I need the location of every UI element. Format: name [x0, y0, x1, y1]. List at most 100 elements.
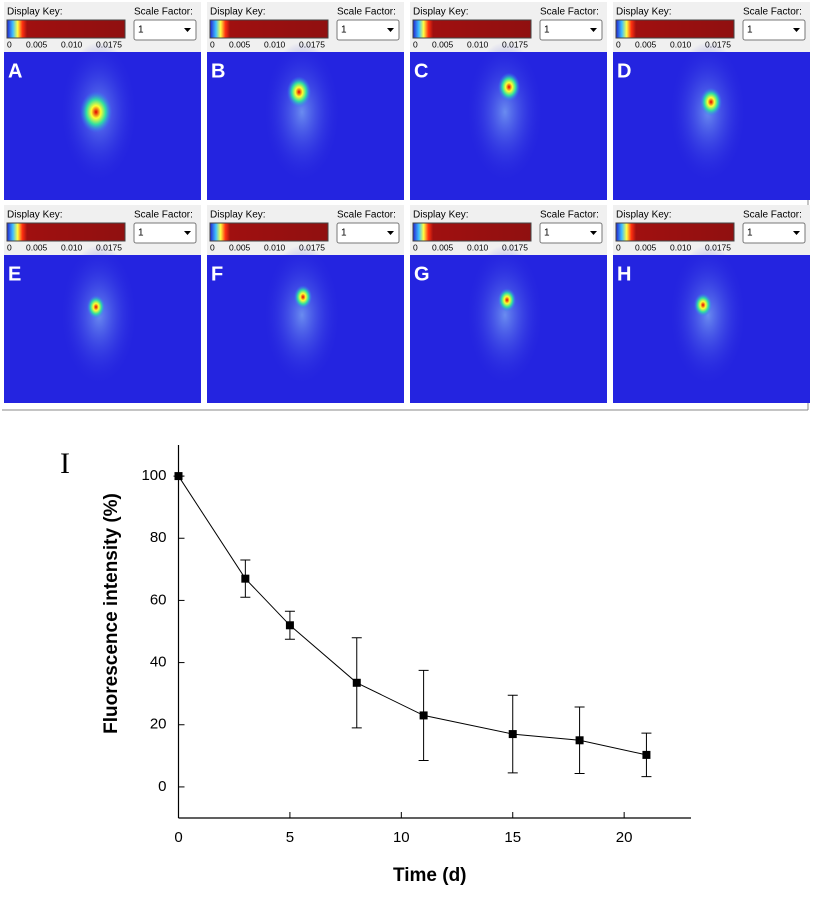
hotspot	[80, 91, 112, 133]
image-panel: Display Key: Scale Factor: 0 0.005 0.010 0.01…	[410, 205, 607, 403]
color-key	[412, 222, 532, 242]
panel-letter: E	[8, 263, 21, 285]
dropdown-arrow	[793, 28, 800, 32]
display-key-label: Display Key:	[7, 210, 63, 221]
color-key	[615, 222, 735, 242]
mouse-body	[467, 42, 543, 182]
scale-dropdown	[539, 19, 603, 41]
series-line	[178, 475, 647, 756]
hotspot	[694, 293, 712, 317]
scale-value: 1	[544, 228, 550, 239]
display-key-label: Display Key:	[616, 210, 672, 221]
display-key-label: Display Key:	[210, 7, 266, 18]
y-tick-label: 60	[150, 591, 167, 608]
color-key	[615, 19, 735, 39]
mouse-body	[467, 245, 543, 385]
key-tick-label: 0.010	[264, 39, 286, 49]
marker	[508, 730, 517, 739]
dropdown-arrow	[387, 28, 394, 32]
scale-factor-label: Scale Factor:	[337, 7, 396, 18]
y-axis-label: Fluorescence intensity (%)	[101, 493, 122, 734]
key-tick-label: 0.0175	[299, 39, 325, 49]
panel-letter: G	[414, 263, 430, 285]
key-tick-label: 0.010	[670, 39, 692, 49]
marker	[174, 472, 183, 481]
panel-letter: A	[8, 60, 22, 82]
key-tick-label: 0.0175	[502, 242, 528, 252]
display-key-label: Display Key:	[616, 7, 672, 18]
scale-dropdown	[539, 222, 603, 244]
key-tick-label: 0.0175	[705, 242, 731, 252]
dropdown-arrow	[184, 231, 191, 235]
image-panel: Display Key: Scale Factor: 0 0.005 0.010 0.01…	[613, 205, 810, 403]
image-panel: Display Key: Scale Factor: 0 0.005 0.010 0.01…	[207, 205, 404, 403]
x-tick-label: 20	[616, 829, 633, 846]
display-key-label: Display Key:	[413, 7, 469, 18]
hotspot	[294, 285, 312, 309]
key-tick-label: 0.0175	[705, 39, 731, 49]
dropdown-arrow	[793, 231, 800, 235]
x-tick-label: 5	[286, 829, 294, 846]
key-tick-label: 0.010	[264, 242, 286, 252]
key-tick-label: 0	[7, 39, 12, 49]
key-tick-label: 0.005	[229, 39, 251, 49]
scale-value: 1	[341, 25, 347, 36]
y-tick-label: 80	[150, 529, 167, 546]
y-tick-label: 40	[150, 654, 167, 671]
key-tick-label: 0.005	[432, 242, 454, 252]
key-tick-label: 0.010	[61, 39, 83, 49]
scale-dropdown	[133, 222, 197, 244]
dropdown-arrow	[184, 28, 191, 32]
panel-letter: D	[617, 60, 631, 82]
image-panel: Display Key: Scale Factor: 0 0.005 0.010 0.01…	[4, 2, 201, 200]
scale-factor-label: Scale Factor:	[540, 210, 599, 221]
y-tick-label: 0	[158, 778, 166, 795]
key-tick-label: 0.0175	[96, 39, 122, 49]
marker	[575, 736, 584, 745]
key-tick-label: 0.0175	[96, 242, 122, 252]
dropdown-arrow	[590, 28, 597, 32]
key-tick-label: 0.005	[635, 242, 657, 252]
mouse-body	[670, 245, 746, 385]
dropdown-arrow	[387, 231, 394, 235]
scale-factor-label: Scale Factor:	[540, 7, 599, 18]
key-tick-label: 0.010	[670, 242, 692, 252]
scale-dropdown	[336, 222, 400, 244]
hotspot	[87, 295, 105, 319]
scale-dropdown	[133, 19, 197, 41]
display-key-label: Display Key:	[210, 210, 266, 221]
image-panel: Display Key: Scale Factor: 0 0.005 0.010 0.01…	[4, 205, 201, 403]
x-axis-label: Time (d)	[393, 865, 467, 886]
scale-dropdown	[742, 19, 806, 41]
color-key	[6, 19, 126, 39]
scale-value: 1	[138, 228, 144, 239]
panel-letter: F	[211, 263, 223, 285]
scale-value: 1	[341, 228, 347, 239]
panel-label: I	[60, 447, 70, 480]
marker	[419, 711, 428, 720]
key-tick-label: 0	[210, 39, 215, 49]
color-key	[412, 19, 532, 39]
scale-value: 1	[138, 25, 144, 36]
key-tick-label: 0.0175	[299, 242, 325, 252]
scale-factor-label: Scale Factor:	[743, 210, 802, 221]
x-tick-label: 10	[393, 829, 410, 846]
hotspot	[287, 76, 311, 108]
display-key-label: Display Key:	[7, 7, 63, 18]
scale-dropdown	[336, 19, 400, 41]
marker	[642, 750, 651, 759]
marker	[285, 621, 294, 630]
key-tick-label: 0.010	[467, 242, 489, 252]
x-tick-label: 15	[504, 829, 521, 846]
marker	[241, 574, 250, 583]
scale-dropdown	[742, 222, 806, 244]
key-tick-label: 0	[413, 242, 418, 252]
image-panel: Display Key: Scale Factor: 0 0.005 0.010 0.01…	[207, 2, 404, 200]
key-tick-label: 0.005	[26, 39, 48, 49]
color-key	[209, 222, 329, 242]
color-key	[209, 19, 329, 39]
color-key	[6, 222, 126, 242]
scale-factor-label: Scale Factor:	[134, 210, 193, 221]
panel-letter: B	[211, 60, 225, 82]
